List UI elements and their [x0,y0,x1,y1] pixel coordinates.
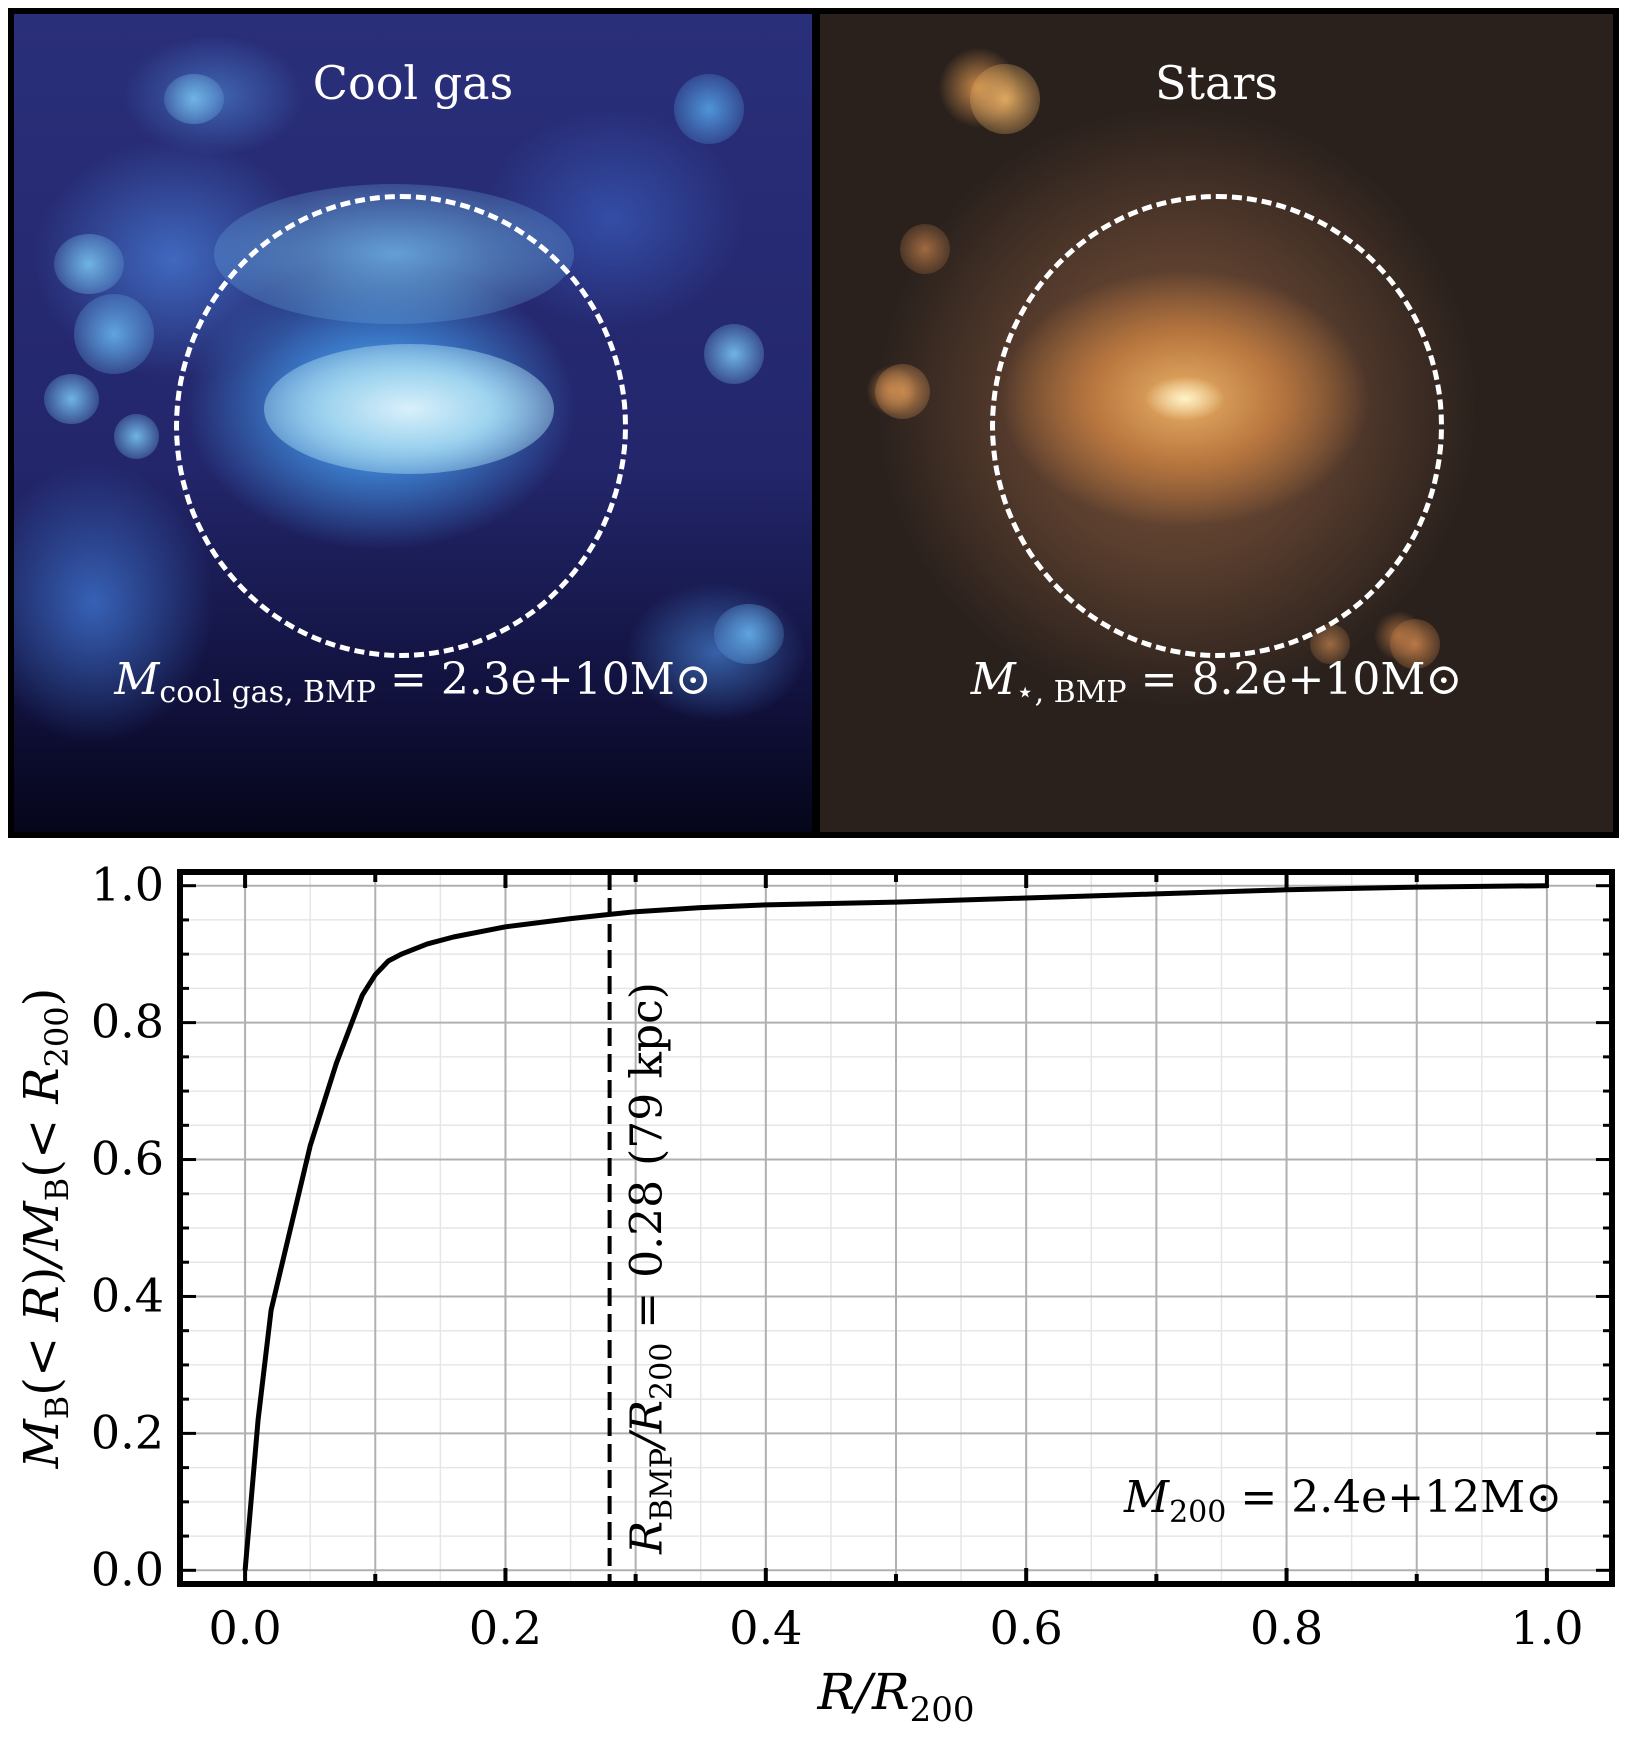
plot-frame [177,869,1615,1587]
gas-clump [44,374,99,424]
image-panels: Cool gas Mcool gas, BMP = 2.3e+10M⊙ Star… [8,8,1619,838]
y-tick-label: 1.0 [91,858,164,912]
mass-value: = 8.2e+10M⊙ [1126,654,1463,705]
star-clump [970,64,1040,134]
label-main: R [622,1521,673,1555]
stars-panel: Stars M⋆, BMP = 8.2e+10M⊙ [820,14,1613,832]
label-mid: /R [622,1400,673,1452]
label-tail: = 0.28 (79 kpc) [622,982,673,1343]
star-clump [1390,619,1440,669]
x-axis-label: R/R200 [816,1663,974,1730]
mass-subscript: cool gas, BMP [159,675,376,710]
gas-clump [54,234,124,294]
mass-value: = 2.3e+10M⊙ [375,654,712,705]
gas-clump [114,414,159,459]
annot-sub: 200 [1169,1495,1226,1530]
gas-clump [714,604,784,664]
cool-gas-panel: Cool gas Mcool gas, BMP = 2.3e+10M⊙ [14,14,812,832]
mass-symbol: M [970,654,1016,705]
x-tick-label: 0.2 [469,1601,542,1655]
label-sub1: BMP [645,1448,680,1521]
x-tick-label: 0.8 [1250,1601,1323,1655]
label-sub2: 200 [645,1343,680,1400]
mass-symbol: M [114,654,160,705]
y-axis-label: MB(< R)/MB(< R200) [14,988,76,1470]
stars-mass-label: M⋆, BMP = 8.2e+10M⊙ [820,654,1613,710]
y-tick-label: 0.6 [91,1132,164,1186]
annot-value: = 2.4e+12M⊙ [1226,1472,1562,1523]
bmp-radius-circle [174,194,628,658]
star-clump [875,364,930,419]
bmp-radius-circle [990,194,1444,658]
cumulative-mass-chart: 0.0 0.2 0.4 0.6 0.8 1.0 0.0 0.2 0.4 0.6 0.8 1.0 RBM… [14,858,1615,1730]
y-tick-label: 0.0 [91,1542,164,1596]
series-line-cumulative-mass [242,883,1547,1571]
y-tick-label: 0.4 [91,1268,164,1322]
x-tick-label: 1.0 [1510,1601,1583,1655]
stars-title: Stars [1154,56,1279,110]
bmp-radius-label: RBMP/R200 = 0.28 (79 kpc) [622,982,680,1555]
x-tick-label: 0.4 [729,1601,802,1655]
gas-clump [674,74,744,144]
star-clump [900,224,950,274]
y-tick-label: 0.8 [91,995,164,1049]
x-tick-label: 0.6 [990,1601,1063,1655]
gas-clump [704,324,764,384]
mass-subscript: ⋆, BMP [1015,675,1127,710]
annot-main: M [1123,1472,1170,1523]
gas-clump [74,294,154,374]
tick-labels: 0.0 0.2 0.4 0.6 0.8 1.0 0.0 0.2 0.4 0.6 0.8 1.0 [91,858,1584,1655]
y-tick-label: 0.2 [91,1405,164,1459]
x-tick-label: 0.0 [209,1601,282,1655]
cool-gas-mass-label: Mcool gas, BMP = 2.3e+10M⊙ [14,654,812,710]
cool-gas-title: Cool gas [312,56,514,110]
gas-clump [164,74,224,124]
grid [180,872,1612,1584]
m200-annotation: M200 = 2.4e+12M⊙ [1123,1472,1562,1530]
